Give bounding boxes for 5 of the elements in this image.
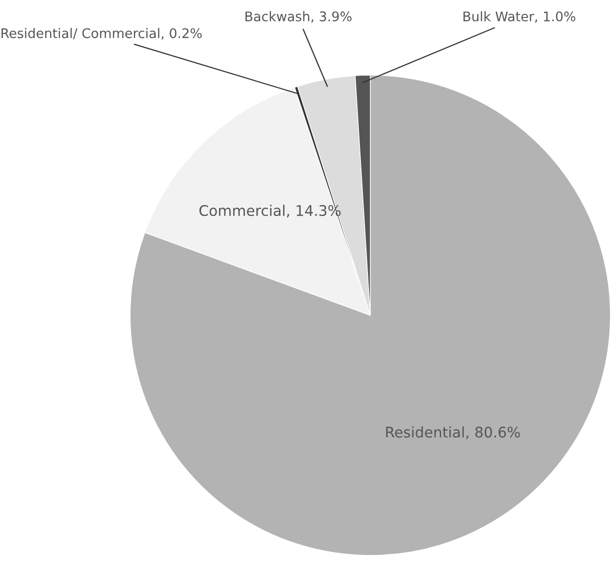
pie-slice (130, 74, 611, 556)
slice-label: Backwash, 3.9% (246, 11, 352, 23)
slice-label: Bulk Water, 1.0% (464, 11, 576, 23)
slice-label: Residential/ Commercial, 0.2% (2, 28, 202, 40)
slice-label: Residential, 80.6% (386, 426, 520, 440)
